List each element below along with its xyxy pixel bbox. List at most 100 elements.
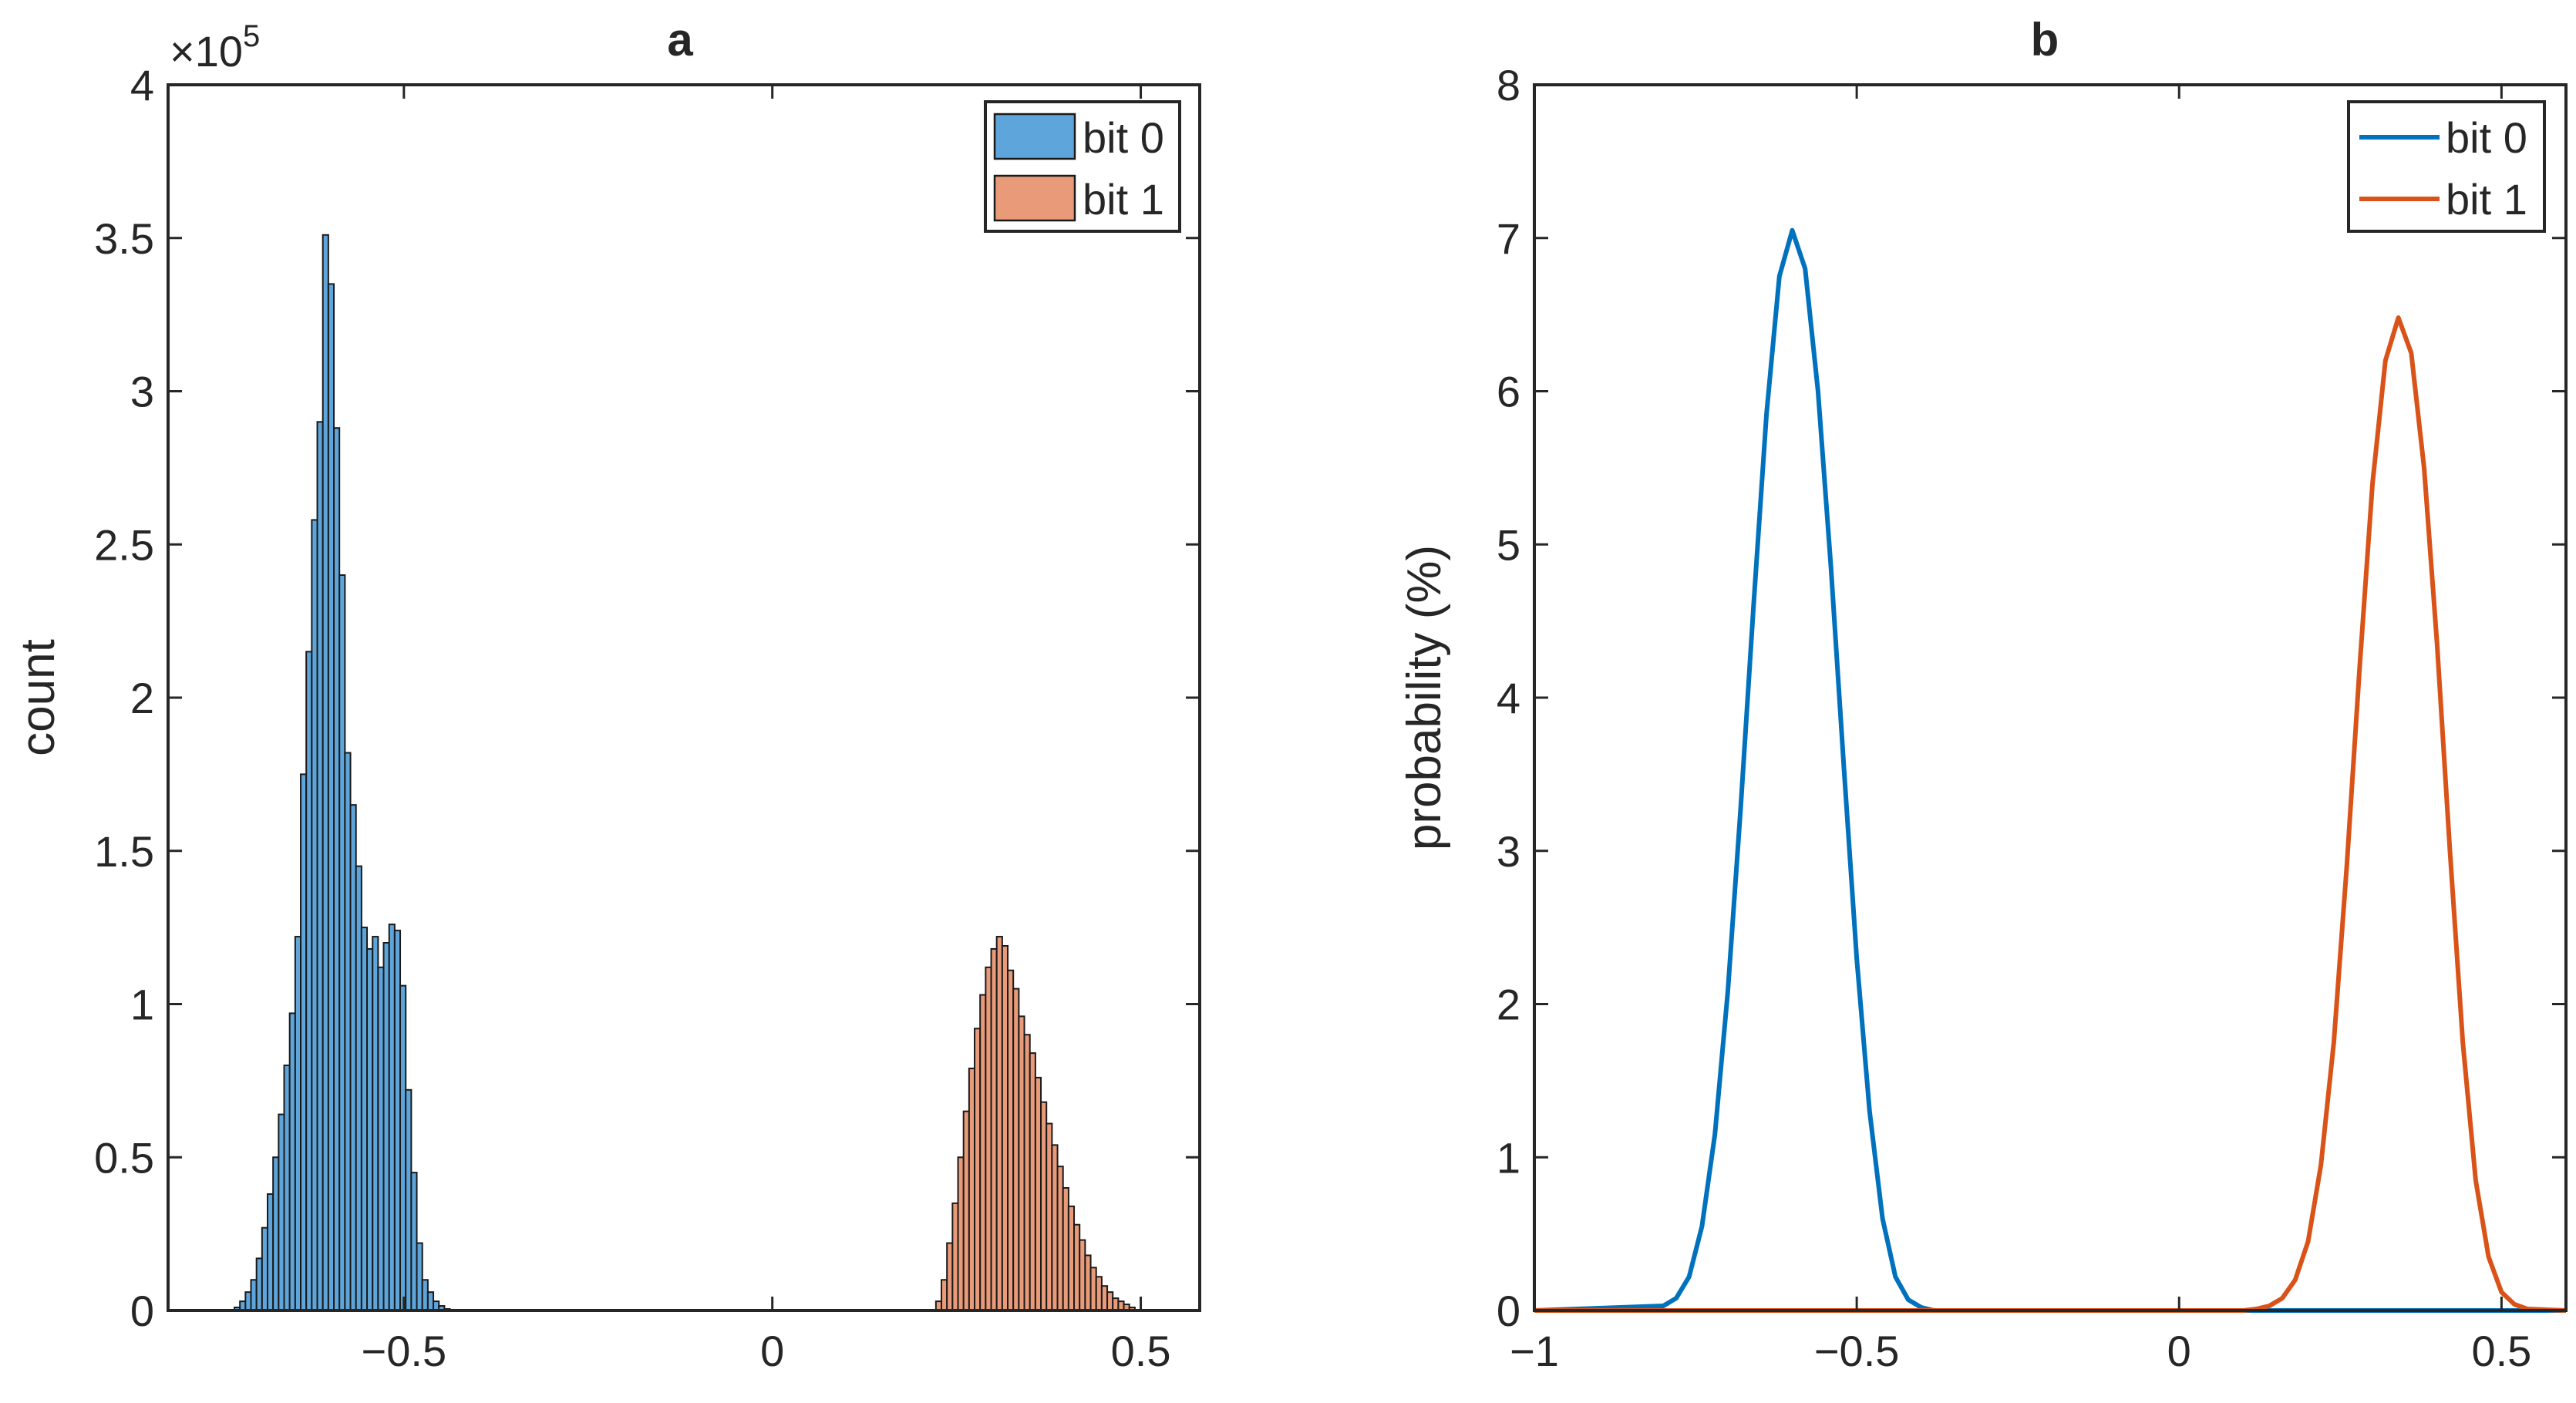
histogram-bar-bit-1 <box>974 1028 982 1312</box>
histogram-bar-bit-0 <box>399 984 407 1312</box>
panel-a-ticks: 0 0.5 1 1.5 2 2.5 3 3.5 4 −0.5 0 0.5 <box>94 61 1200 1375</box>
histogram-bar-bit-0 <box>416 1242 423 1312</box>
panel-a-title: a <box>667 14 693 66</box>
panel-a-y-exponent: ×105 <box>170 19 260 76</box>
panel-b-lines <box>1534 227 2567 1313</box>
bit-0-bars <box>234 234 451 1312</box>
y-tick-label: 0.5 <box>94 1133 154 1182</box>
legend-swatch-bit-0 <box>993 113 1076 160</box>
histogram-bar-bit-0 <box>288 1012 296 1312</box>
histogram-bar-bit-1 <box>1073 1223 1081 1311</box>
histogram-bar-bit-1 <box>962 1110 970 1311</box>
histogram-bar-bit-0 <box>300 773 308 1311</box>
histogram-bar-bit-0 <box>327 283 335 1311</box>
series-line-bit-0 <box>1534 227 2566 1313</box>
histogram-bar-bit-0 <box>267 1193 274 1311</box>
panel-b-ticks: 0 1 2 3 4 5 6 7 8 −1 −0.5 0 0.5 <box>1497 61 2566 1375</box>
histogram-bar-bit-0 <box>322 234 329 1311</box>
histogram-bar-bit-0 <box>283 1065 291 1311</box>
histogram-bar-bit-0 <box>421 1279 429 1311</box>
legend-swatch-bit-1 <box>993 174 1076 222</box>
y-tick-label: 0 <box>130 1287 154 1335</box>
panel-a-legend: bit 0 bit 1 <box>984 100 1181 233</box>
histogram-bar-bit-0 <box>261 1226 269 1312</box>
histogram-bar-bit-1 <box>1100 1285 1109 1311</box>
histogram-bar-bit-0 <box>355 865 362 1311</box>
histogram-bar-bit-0 <box>272 1156 280 1311</box>
histogram-bar-bit-1 <box>1046 1122 1053 1312</box>
panel-b-title: b <box>2031 14 2059 66</box>
x-tick-label: −1 <box>1510 1327 1559 1375</box>
y-tick-label: 3 <box>1497 827 1520 876</box>
histogram-bar-bit-1 <box>1079 1239 1086 1311</box>
histogram-bar-bit-0 <box>405 1088 412 1312</box>
panel-a-histogram: a 0 0.5 1 1.5 2 2.5 3 3.5 4 −0.5 0 0.5 count ×105 b… <box>12 14 1201 1375</box>
histogram-bar-bit-1 <box>985 966 992 1312</box>
legend-label-bit-0: bit 0 <box>1083 113 1164 162</box>
histogram-bar-bit-1 <box>1056 1166 1064 1312</box>
histogram-bar-bit-0 <box>377 966 385 1312</box>
histogram-bar-bit-1 <box>995 936 1003 1312</box>
histogram-bar-bit-1 <box>1029 1052 1036 1311</box>
panel-b-y-label: probability (%) <box>1398 545 1451 850</box>
histogram-bar-bit-1 <box>1089 1267 1097 1311</box>
histogram-bar-bit-1 <box>1023 1034 1031 1311</box>
y-tick-label: 3.5 <box>94 214 154 263</box>
histogram-bar-bit-0 <box>426 1291 435 1312</box>
y-tick-label: 6 <box>1497 368 1520 416</box>
histogram-bar-bit-0 <box>305 651 313 1311</box>
histogram-bar-bit-0 <box>311 519 318 1312</box>
y-tick-label: 1 <box>130 981 154 1029</box>
histogram-bar-bit-1 <box>1095 1276 1103 1312</box>
histogram-bar-bit-1 <box>1067 1205 1076 1311</box>
panel-b-legend: bit 0 bit 1 <box>2347 100 2546 233</box>
histogram-bar-bit-1 <box>1112 1297 1120 1311</box>
histogram-bar-bit-1 <box>1084 1254 1092 1311</box>
bit-1-bars <box>934 936 1136 1312</box>
histogram-bar-bit-1 <box>979 994 987 1311</box>
histogram-bar-bit-1 <box>1062 1187 1069 1311</box>
histogram-bar-bit-1 <box>957 1156 965 1311</box>
histogram-bar-bit-1 <box>1018 1015 1025 1312</box>
x-tick-label: 0.5 <box>1111 1327 1171 1375</box>
panel-a-axes-box <box>167 83 1201 1312</box>
y-tick-label: 0 <box>1497 1287 1520 1335</box>
y-tick-label: 1 <box>1497 1133 1520 1182</box>
legend-label-bit-0: bit 0 <box>2446 113 2527 162</box>
histogram-bar-bit-1 <box>1034 1076 1042 1312</box>
histogram-bar-bit-0 <box>250 1279 258 1311</box>
histogram-bar-bit-1 <box>946 1242 954 1312</box>
y-tick-label: 2.5 <box>94 520 154 569</box>
histogram-bar-bit-0 <box>360 927 369 1311</box>
y-tick-label: 3 <box>130 368 154 416</box>
y-tick-label: 2 <box>130 674 154 722</box>
histogram-bar-bit-1 <box>1106 1291 1114 1312</box>
histogram-bar-bit-1 <box>1012 987 1020 1311</box>
histogram-bar-bit-0 <box>349 804 357 1311</box>
y-tick-label: 4 <box>1497 674 1520 722</box>
y-tick-label: 2 <box>1497 981 1520 1029</box>
panel-a-y-label: count <box>12 639 65 756</box>
histogram-bar-bit-1 <box>1040 1101 1048 1311</box>
exponent-power: 5 <box>243 19 260 53</box>
series-line-bit-1 <box>1534 315 2567 1313</box>
histogram-bar-bit-0 <box>382 942 390 1311</box>
y-tick-label: 5 <box>1497 520 1520 569</box>
panel-b-axes-box <box>1533 83 2568 1312</box>
histogram-bar-bit-1 <box>941 1279 948 1311</box>
histogram-bar-bit-1 <box>968 1067 976 1311</box>
histogram-bar-bit-0 <box>333 427 341 1312</box>
histogram-bar-bit-0 <box>244 1291 252 1312</box>
histogram-bar-bit-0 <box>393 930 402 1311</box>
histogram-bar-bit-0 <box>278 1113 285 1311</box>
y-tick-label: 8 <box>1497 61 1520 109</box>
legend-label-bit-1: bit 1 <box>1083 175 1164 224</box>
legend-box <box>2347 100 2546 233</box>
histogram-bar-bit-0 <box>316 421 324 1311</box>
legend-label-bit-1: bit 1 <box>2446 175 2527 224</box>
panel-b-line-chart: b 0 1 2 3 4 5 6 7 8 −1 −0.5 0 0.5 probability (%) bi… <box>1398 14 2568 1375</box>
x-tick-label: 0.5 <box>2471 1327 2531 1375</box>
x-tick-label: −0.5 <box>1814 1327 1900 1375</box>
histogram-bar-bit-0 <box>255 1257 263 1312</box>
